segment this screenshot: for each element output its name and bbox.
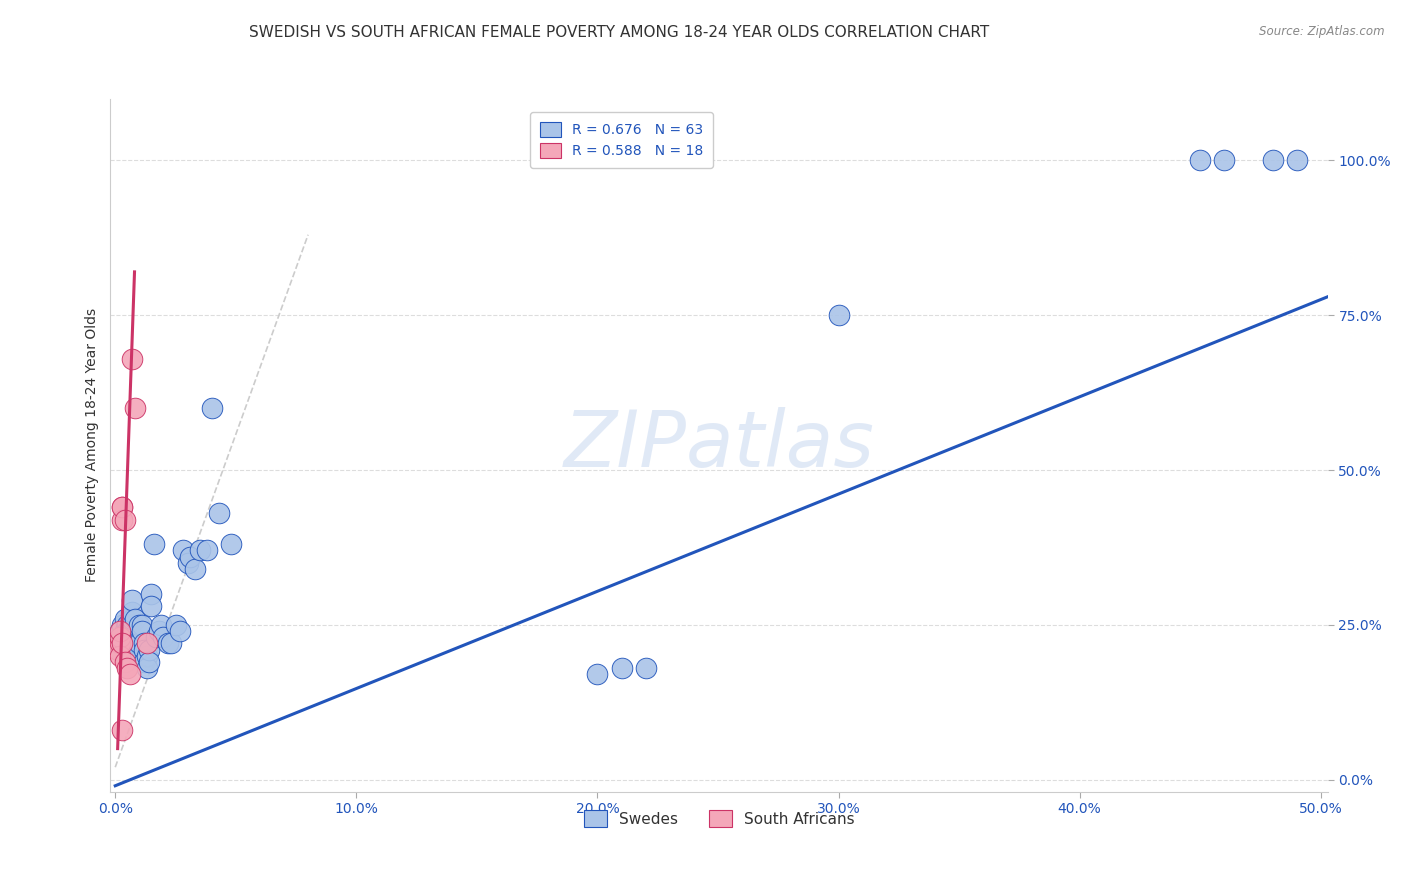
Point bbox=[107, 636, 129, 650]
Point bbox=[128, 636, 150, 650]
Point bbox=[118, 630, 141, 644]
Point bbox=[148, 624, 170, 638]
Point bbox=[208, 506, 231, 520]
Point bbox=[142, 537, 165, 551]
Point bbox=[121, 606, 143, 620]
Y-axis label: Female Poverty Among 18-24 Year Olds: Female Poverty Among 18-24 Year Olds bbox=[86, 308, 100, 582]
Point bbox=[114, 636, 136, 650]
Text: ZIPatlas: ZIPatlas bbox=[564, 408, 875, 483]
Point bbox=[108, 630, 131, 644]
Point bbox=[114, 512, 136, 526]
Point bbox=[179, 549, 201, 564]
Point bbox=[117, 661, 139, 675]
Point bbox=[827, 308, 849, 322]
Point bbox=[114, 655, 136, 669]
Point bbox=[118, 667, 141, 681]
Point bbox=[118, 617, 141, 632]
Point bbox=[117, 624, 139, 638]
Point bbox=[1261, 153, 1284, 168]
Point bbox=[111, 617, 134, 632]
Point bbox=[117, 642, 139, 657]
Point bbox=[124, 636, 146, 650]
Point bbox=[135, 661, 157, 675]
Point bbox=[134, 642, 156, 657]
Point bbox=[108, 624, 131, 638]
Point bbox=[111, 636, 134, 650]
Point bbox=[108, 648, 131, 663]
Point bbox=[107, 642, 129, 657]
Point bbox=[172, 543, 194, 558]
Point bbox=[128, 617, 150, 632]
Point bbox=[125, 642, 148, 657]
Point bbox=[165, 617, 187, 632]
Point bbox=[114, 630, 136, 644]
Point bbox=[108, 636, 131, 650]
Point bbox=[131, 624, 153, 638]
Point bbox=[111, 500, 134, 515]
Point bbox=[586, 667, 609, 681]
Point bbox=[134, 655, 156, 669]
Point bbox=[111, 723, 134, 737]
Point bbox=[141, 599, 163, 614]
Point bbox=[111, 636, 134, 650]
Legend: Swedes, South Africans: Swedes, South Africans bbox=[578, 804, 860, 833]
Point bbox=[1285, 153, 1308, 168]
Point bbox=[150, 617, 173, 632]
Point bbox=[188, 543, 211, 558]
Point bbox=[118, 642, 141, 657]
Point bbox=[138, 642, 160, 657]
Point bbox=[108, 624, 131, 638]
Point bbox=[114, 611, 136, 625]
Text: SWEDISH VS SOUTH AFRICAN FEMALE POVERTY AMONG 18-24 YEAR OLDS CORRELATION CHART: SWEDISH VS SOUTH AFRICAN FEMALE POVERTY … bbox=[249, 25, 988, 40]
Point bbox=[111, 512, 134, 526]
Point bbox=[141, 587, 163, 601]
Point bbox=[121, 351, 143, 366]
Point bbox=[111, 500, 134, 515]
Point bbox=[135, 636, 157, 650]
Point bbox=[117, 636, 139, 650]
Point bbox=[135, 648, 157, 663]
Point bbox=[138, 655, 160, 669]
Point bbox=[157, 636, 180, 650]
Point bbox=[152, 630, 174, 644]
Point bbox=[184, 562, 207, 576]
Point bbox=[610, 661, 633, 675]
Point bbox=[117, 617, 139, 632]
Point bbox=[124, 401, 146, 416]
Point bbox=[121, 611, 143, 625]
Text: Source: ZipAtlas.com: Source: ZipAtlas.com bbox=[1260, 25, 1385, 38]
Point bbox=[121, 593, 143, 607]
Point bbox=[131, 617, 153, 632]
Point bbox=[111, 630, 134, 644]
Point bbox=[124, 611, 146, 625]
Point bbox=[195, 543, 218, 558]
Point bbox=[176, 556, 198, 570]
Point bbox=[125, 636, 148, 650]
Point bbox=[634, 661, 657, 675]
Point bbox=[107, 636, 129, 650]
Point bbox=[159, 636, 181, 650]
Point bbox=[114, 624, 136, 638]
Point bbox=[201, 401, 224, 416]
Point bbox=[108, 642, 131, 657]
Point bbox=[134, 636, 156, 650]
Point bbox=[1213, 153, 1236, 168]
Point bbox=[1189, 153, 1212, 168]
Point bbox=[219, 537, 242, 551]
Point bbox=[169, 624, 191, 638]
Point bbox=[145, 630, 167, 644]
